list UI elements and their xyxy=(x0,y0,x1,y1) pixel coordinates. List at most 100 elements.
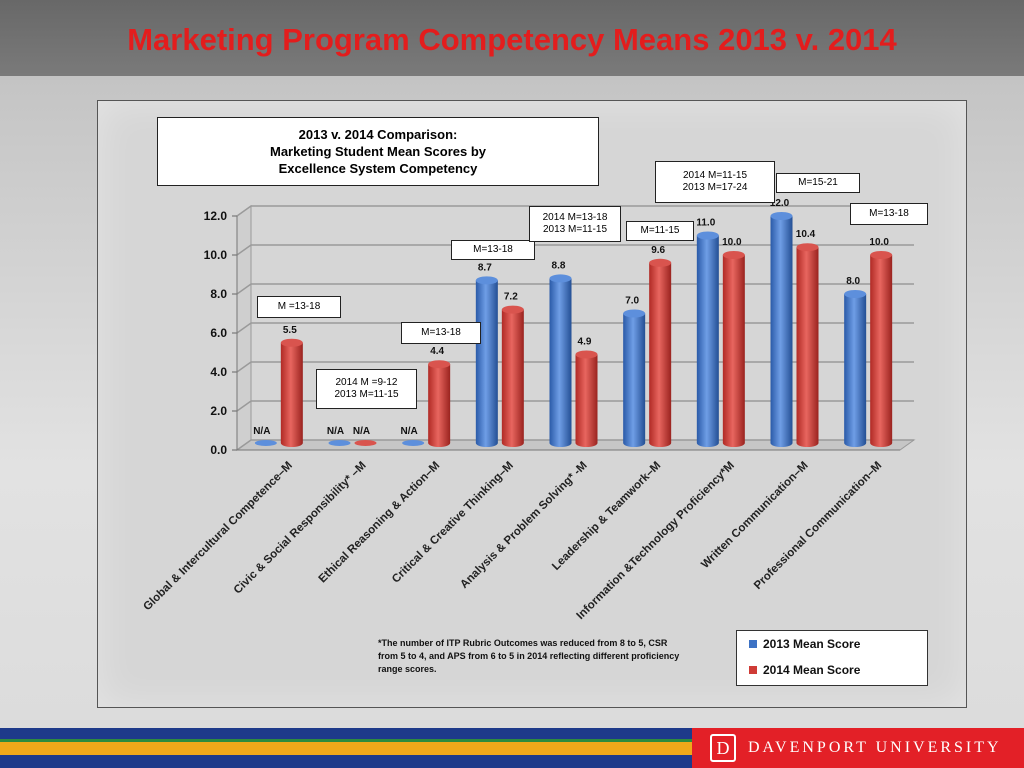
gridline xyxy=(236,400,914,412)
data-label-2013: N/A xyxy=(253,426,270,437)
data-label-2013: 8.8 xyxy=(552,260,566,271)
stripe-navy xyxy=(0,728,692,739)
y-tick-label: 12.0 xyxy=(204,209,228,223)
data-label-2014: 9.6 xyxy=(651,245,665,256)
stripe-gold xyxy=(0,742,692,755)
bar-2013 xyxy=(844,294,867,447)
bar-2014-na xyxy=(354,440,377,446)
stripe-green xyxy=(0,739,692,742)
gridline xyxy=(236,283,914,295)
gridline xyxy=(236,439,914,451)
slide-title: Marketing Program Competency Means 2013 … xyxy=(127,22,897,57)
callout-professional: M=13-18 xyxy=(850,203,928,225)
legend-label-2013: 2013 Mean Score xyxy=(763,637,861,651)
brand-block: D DAVENPORT UNIVERSITY xyxy=(692,728,1024,768)
legend-swatch-2013 xyxy=(749,640,757,648)
data-label-2014: 10.0 xyxy=(869,237,889,248)
callout-critical: M=13-18 xyxy=(451,240,535,260)
callout-written: M=15-21 xyxy=(776,173,860,193)
y-tick-label: 4.0 xyxy=(210,365,227,379)
legend-label-2014: 2014 Mean Score xyxy=(763,663,861,677)
data-label-2014: 10.0 xyxy=(722,237,742,248)
callout-leadership: M=11-15 xyxy=(626,221,694,241)
callout-ethical: M=13-18 xyxy=(401,322,481,344)
bar-2014-top xyxy=(428,360,451,369)
brand-name: DAVENPORT UNIVERSITY xyxy=(748,739,1002,756)
chart-title-box: 2013 v. 2014 Comparison: Marketing Stude… xyxy=(157,117,599,186)
x-category-label: Professional Communication–M xyxy=(752,460,884,592)
data-label-2013: 12.0 xyxy=(770,198,790,209)
brand-stripes xyxy=(0,728,692,768)
data-label-2013: 8.7 xyxy=(478,262,492,273)
bar-2014-top xyxy=(649,258,672,267)
bar-2014 xyxy=(575,354,598,447)
bar-2014 xyxy=(428,364,451,447)
y-tick-label: 8.0 xyxy=(210,287,227,301)
data-label-2013: 8.0 xyxy=(846,276,860,287)
gridline xyxy=(236,205,914,217)
bar-2013-top xyxy=(844,290,867,298)
bar-2013-top xyxy=(770,212,793,220)
bar-2014 xyxy=(501,309,524,447)
x-category-label: Civic & Social Responsibility* –M xyxy=(232,460,369,597)
bar-2013-na xyxy=(328,440,351,446)
data-label-2014: 7.2 xyxy=(504,292,518,303)
bar-2013 xyxy=(770,216,793,447)
legend-item-2013: 2013 Mean Score xyxy=(749,637,860,651)
x-category-label: Critical & Creative Thinking–M xyxy=(390,460,516,586)
data-label-2014: 5.5 xyxy=(283,325,297,336)
gridline xyxy=(236,361,914,373)
chart-title-line-3: Excellence System Competency xyxy=(278,161,478,176)
data-label-2014: 4.4 xyxy=(430,346,444,357)
chart-title-line-2: Marketing Student Mean Scores by xyxy=(270,144,486,159)
bar-2013-na xyxy=(402,440,425,446)
bar-2013-top xyxy=(696,231,719,240)
bar-2013 xyxy=(623,313,646,447)
davenport-logo-icon: D xyxy=(710,734,736,762)
callout-info-tech: 2014 M=11-15 2013 M=17-24 xyxy=(655,161,775,203)
gridline xyxy=(236,322,914,334)
bar-2014-top xyxy=(796,243,819,252)
data-label-2013: 7.0 xyxy=(625,296,639,307)
bar-2013-top xyxy=(475,276,498,285)
y-tick-label: 0.0 xyxy=(210,443,227,457)
legend-item-2014: 2014 Mean Score xyxy=(749,663,860,677)
bar-2014-top xyxy=(870,251,893,259)
data-label-2014: 10.4 xyxy=(796,229,816,240)
stripe-navy-bottom xyxy=(0,755,692,768)
bar-2014-top xyxy=(501,305,524,314)
bar-2014 xyxy=(722,255,745,447)
callout-global: M =13-18 xyxy=(257,296,341,318)
bar-2013-top xyxy=(623,309,646,318)
data-label-2013: N/A xyxy=(401,426,418,437)
y-tick-label: 6.0 xyxy=(210,326,227,340)
gridline xyxy=(236,244,914,256)
bar-2014 xyxy=(649,262,672,447)
x-category-label: Ethical Reasoning & Action–M xyxy=(317,460,443,586)
bar-2013-na xyxy=(254,440,277,446)
x-category-label: Analysis & Problem Solving* -M xyxy=(458,460,589,591)
chart-title-line-1: 2013 v. 2014 Comparison: xyxy=(298,127,458,142)
data-label-2013: N/A xyxy=(327,426,344,437)
data-label-2013: 11.0 xyxy=(696,218,715,229)
bar-2014-top xyxy=(575,350,598,359)
x-category-label: Information &Technology Proficiency*M xyxy=(575,460,737,622)
chart-legend: 2013 Mean Score 2014 Mean Score xyxy=(736,630,928,686)
bar-2014 xyxy=(870,255,893,447)
y-tick-label: 10.0 xyxy=(204,248,228,262)
y-tick-label: 2.0 xyxy=(210,404,227,418)
bar-2013-top xyxy=(549,274,572,283)
data-label-2014: 4.9 xyxy=(578,336,592,347)
legend-swatch-2014 xyxy=(749,666,757,674)
bar-2013 xyxy=(696,235,719,447)
bar-2013 xyxy=(475,280,498,447)
callout-analysis: 2014 M=13-18 2013 M=11-15 xyxy=(529,206,621,242)
x-category-label: Global & Intercultural Competence–M xyxy=(141,460,295,614)
bar-2014 xyxy=(796,247,819,447)
footnote: *The number of ITP Rubric Outcomes was r… xyxy=(378,638,680,674)
bar-2013 xyxy=(549,278,572,447)
data-label-2014: N/A xyxy=(353,426,370,437)
header-bar xyxy=(0,0,1024,76)
bar-2014-top xyxy=(722,251,745,259)
